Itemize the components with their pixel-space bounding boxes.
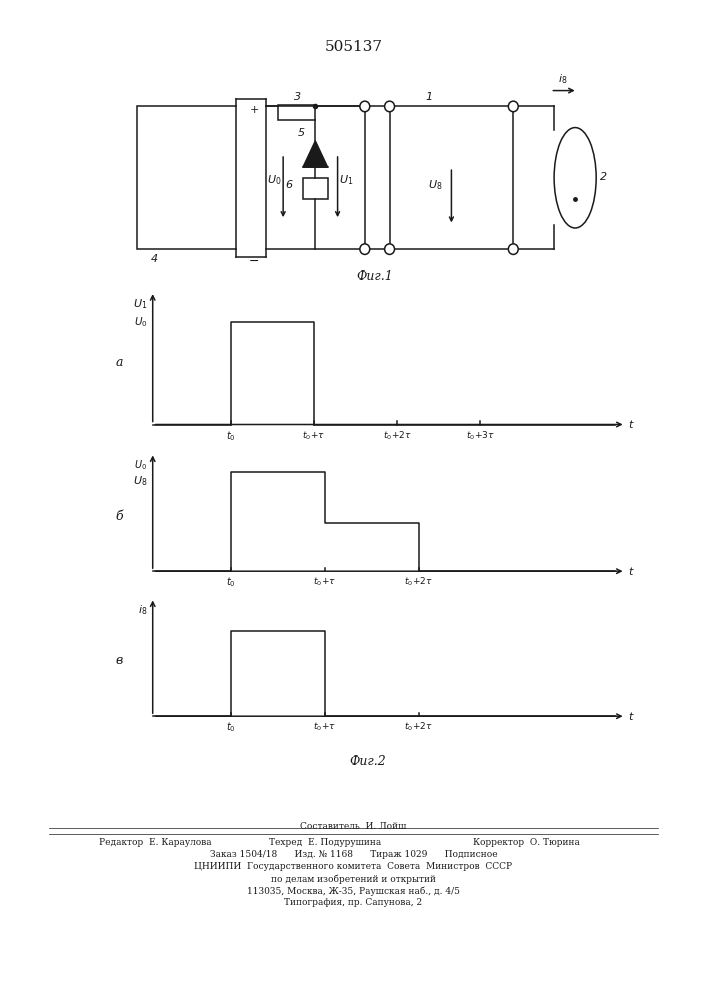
Circle shape	[508, 101, 518, 112]
Text: 3: 3	[294, 92, 302, 102]
Text: в: в	[115, 654, 122, 668]
Circle shape	[508, 244, 518, 254]
Text: $t$: $t$	[629, 418, 635, 430]
Circle shape	[360, 101, 370, 112]
Text: $t_0\!+\!3\tau$: $t_0\!+\!3\tau$	[466, 429, 495, 442]
Text: 505137: 505137	[325, 40, 382, 54]
Text: $t_0\!+\!\tau$: $t_0\!+\!\tau$	[313, 575, 337, 588]
Circle shape	[385, 101, 395, 112]
Text: $U_0$: $U_0$	[267, 173, 281, 187]
Text: +: +	[250, 105, 259, 115]
Bar	[303, 178, 328, 199]
Text: $U_0$: $U_0$	[134, 315, 147, 329]
Text: Редактор  Е. Караулова: Редактор Е. Караулова	[99, 838, 211, 847]
Text: $t_0\!+\!\tau$: $t_0\!+\!\tau$	[302, 429, 326, 442]
Text: б: б	[115, 510, 123, 522]
Text: 4: 4	[151, 254, 158, 264]
Text: Составитель  И. Лойш: Составитель И. Лойш	[300, 822, 407, 831]
Text: по делам изобретений и открытий: по делам изобретений и открытий	[271, 874, 436, 884]
Text: $t_0$: $t_0$	[226, 429, 235, 443]
Text: −: −	[248, 255, 259, 268]
Text: $t$: $t$	[629, 710, 635, 722]
Text: Фиг.2: Фиг.2	[349, 755, 386, 768]
Text: $t_0$: $t_0$	[226, 575, 235, 589]
Bar	[137, 106, 236, 249]
Text: $i_8$: $i_8$	[558, 73, 568, 86]
Text: Корректор  О. Тюрина: Корректор О. Тюрина	[473, 838, 580, 847]
Text: Типография, пр. Сапунова, 2: Типография, пр. Сапунова, 2	[284, 898, 423, 907]
Text: $t$: $t$	[629, 565, 635, 577]
Text: $U_8$: $U_8$	[428, 178, 443, 192]
Text: $U_0$: $U_0$	[134, 458, 147, 472]
Text: 5: 5	[298, 128, 305, 138]
Text: $t_0\!+\!2\tau$: $t_0\!+\!2\tau$	[382, 429, 411, 442]
Polygon shape	[303, 141, 327, 167]
Text: $t_0\!+\!2\tau$: $t_0\!+\!2\tau$	[404, 720, 433, 733]
Text: 2: 2	[600, 172, 607, 182]
Bar	[279, 105, 315, 120]
Circle shape	[360, 244, 370, 254]
Text: $U_1$: $U_1$	[339, 173, 354, 187]
Text: 1: 1	[426, 92, 433, 102]
Text: $i_8$: $i_8$	[138, 603, 147, 617]
Text: a: a	[115, 356, 122, 369]
Bar	[266, 106, 365, 249]
Text: Заказ 1504/18      Изд. № 1168      Тираж 1029      Подписное: Заказ 1504/18 Изд. № 1168 Тираж 1029 Под…	[210, 850, 497, 859]
Circle shape	[385, 244, 395, 254]
Text: $U_8$: $U_8$	[133, 475, 147, 488]
Text: 113035, Москва, Ж-35, Раушская наб., д. 4/5: 113035, Москва, Ж-35, Раушская наб., д. …	[247, 886, 460, 896]
Text: $t_0\!+\!2\tau$: $t_0\!+\!2\tau$	[404, 575, 433, 588]
Text: Техред  Е. Подурушина: Техред Е. Подурушина	[269, 838, 381, 847]
Text: $U_1$: $U_1$	[133, 297, 147, 311]
Text: $t_0$: $t_0$	[226, 720, 235, 734]
Text: $t_0\!+\!\tau$: $t_0\!+\!\tau$	[313, 720, 337, 733]
Bar	[390, 106, 513, 249]
Text: 6: 6	[286, 180, 293, 190]
Text: ЦНИИПИ  Государственного комитета  Совета  Министров  СССР: ЦНИИПИ Государственного комитета Совета …	[194, 862, 513, 871]
Text: Фиг.1: Фиг.1	[356, 270, 393, 283]
